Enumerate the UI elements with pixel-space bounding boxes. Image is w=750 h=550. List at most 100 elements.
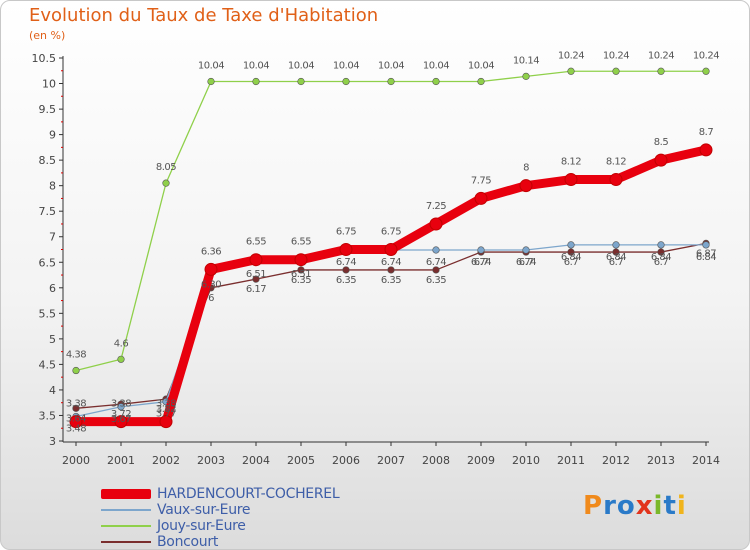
- legend-item-boncourt: Boncourt: [101, 534, 339, 549]
- data-label: 10.04: [288, 60, 314, 71]
- chart-unit: (en %): [29, 29, 66, 42]
- series-point: [612, 67, 620, 75]
- data-label: 8: [523, 163, 529, 174]
- data-label: 6.55: [291, 237, 311, 248]
- series-point: [159, 415, 173, 429]
- data-label: 3.82: [156, 404, 176, 415]
- series-point: [432, 266, 440, 274]
- y-tick-label: 4: [49, 384, 56, 397]
- data-label: 8.05: [156, 162, 176, 173]
- legend-label: Vaux-sur-Eure: [157, 502, 251, 518]
- data-label: 10.04: [243, 60, 269, 71]
- data-label: 10.04: [468, 60, 494, 71]
- data-label: 10.04: [198, 60, 224, 71]
- data-label: 6.74: [516, 257, 536, 268]
- x-tick-label: 2005: [287, 454, 315, 467]
- data-label: 6: [208, 293, 214, 304]
- series-point: [342, 77, 350, 86]
- series-point: [699, 143, 713, 157]
- series-point: [69, 415, 83, 429]
- data-label: 10.24: [693, 50, 719, 61]
- legend: HARDENCOURT-COCHEREL Vaux-sur-Eure Jouy-…: [101, 486, 340, 549]
- series-point: [432, 77, 440, 86]
- series-point: [429, 217, 443, 231]
- legend-item-hardencourt-cocherel: HARDENCOURT-COCHEREL: [101, 486, 340, 502]
- series-point: [384, 243, 398, 256]
- series-point: [657, 67, 665, 75]
- series-point: [519, 179, 533, 193]
- series-point: [252, 275, 260, 283]
- x-tick-label: 2013: [647, 454, 675, 467]
- legend-label: HARDENCOURT-COCHEREL: [157, 486, 340, 502]
- data-label: 6.51: [291, 269, 311, 280]
- logo-letter: P: [583, 491, 604, 521]
- data-label: 6.35: [426, 275, 446, 286]
- series-point: [567, 67, 575, 75]
- y-tick-label: 3: [49, 435, 56, 448]
- data-label: 3.67: [111, 414, 131, 425]
- series-point: [117, 403, 125, 411]
- x-tick-label: 2007: [377, 454, 405, 467]
- series-point: [432, 246, 440, 254]
- x-tick-label: 2000: [62, 454, 90, 467]
- data-label: 3.48: [66, 423, 86, 434]
- series-point: [522, 72, 530, 80]
- logo-letter: t: [663, 491, 677, 521]
- x-tick-label: 2014: [692, 454, 720, 467]
- legend-swatch: [101, 509, 151, 511]
- y-tick-label: 9: [49, 129, 56, 142]
- data-label: 8.12: [606, 157, 626, 168]
- legend-swatch: [101, 525, 151, 527]
- data-label: 10.24: [603, 50, 629, 61]
- series-point: [657, 241, 665, 249]
- series-point: [339, 243, 353, 256]
- data-label: 6.87: [696, 248, 716, 259]
- data-label: 6.84: [651, 252, 671, 263]
- data-label: 10.04: [423, 60, 449, 71]
- series-point: [297, 266, 305, 274]
- y-tick-label: 7.5: [39, 205, 57, 218]
- y-tick-label: 10.5: [32, 52, 57, 65]
- legend-swatch: [101, 489, 151, 499]
- data-label: 3.38: [111, 399, 131, 410]
- data-label: 6.7: [609, 257, 624, 268]
- series-point: [207, 77, 215, 86]
- x-tick-label: 2001: [107, 454, 135, 467]
- y-tick-label: 5: [49, 333, 56, 346]
- data-label: 6.7: [519, 257, 534, 268]
- data-label: 6.51: [246, 269, 266, 280]
- legend-item-vaux-sur-eure: Vaux-sur-Eure: [101, 502, 339, 518]
- series-point: [567, 241, 575, 249]
- x-tick-label: 2009: [467, 454, 495, 467]
- data-label: 10.24: [558, 50, 584, 61]
- y-tick-label: 8: [49, 180, 56, 193]
- logo-letter: o: [616, 491, 636, 521]
- series-point: [477, 77, 485, 86]
- legend-item-jouy-sur-eure: Jouy-sur-Eure: [101, 518, 339, 534]
- y-tick-label: 10: [42, 78, 56, 91]
- logo-letter: x: [635, 491, 654, 521]
- proxiti-logo: Proxiti: [583, 491, 687, 521]
- logo-letter: i: [676, 491, 687, 521]
- series-point: [72, 366, 80, 375]
- data-label: 3.38: [66, 399, 86, 410]
- y-tick-label: 6.5: [39, 256, 57, 269]
- series-point: [702, 241, 710, 249]
- series-point: [387, 266, 395, 274]
- data-label: 6.35: [336, 275, 356, 286]
- data-label: 8.12: [561, 157, 581, 168]
- logo-letter: i: [653, 491, 664, 521]
- series-point: [567, 248, 575, 256]
- x-tick-label: 2002: [152, 454, 180, 467]
- data-label: 6.74: [471, 257, 491, 268]
- chart-title: Evolution du Taux de Taxe d'Habitation: [29, 5, 379, 26]
- data-label: 6.74: [336, 257, 356, 268]
- x-tick-label: 2011: [557, 454, 585, 467]
- data-label: 3.72: [111, 409, 131, 420]
- y-tick-label: 4.5: [39, 358, 57, 371]
- series-point: [204, 262, 218, 276]
- x-tick-label: 2010: [512, 454, 540, 467]
- series-point: [162, 179, 170, 187]
- series-point: [654, 153, 668, 167]
